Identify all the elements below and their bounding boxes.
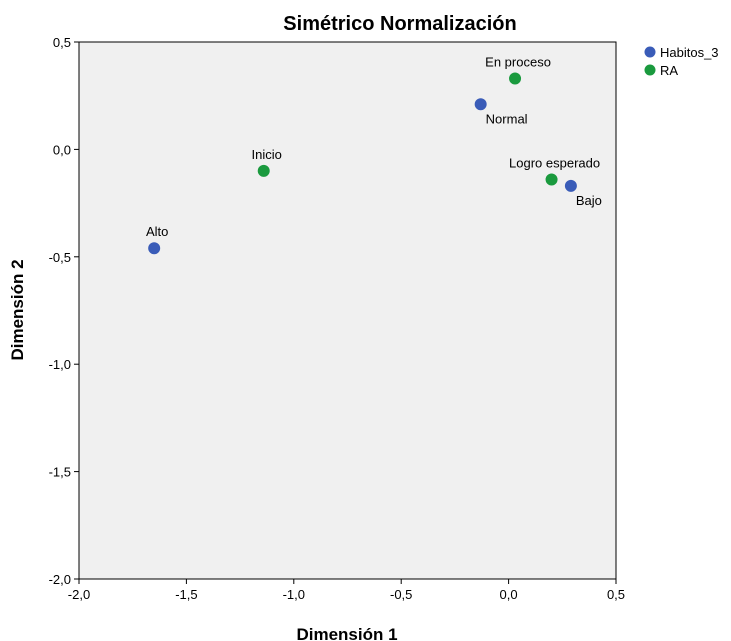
x-tick-label: 0,5 — [607, 587, 625, 602]
axis-ticks: -2,0 -1,5 -1,0 -0,5 0,0 0,5 0,5 0,0 -0,5 -1,0 -1,5… — [49, 35, 625, 602]
x-tick-label: -2,0 — [68, 587, 90, 602]
data-label: Inicio — [252, 147, 282, 162]
x-axis-title: Dimensión 1 — [296, 625, 397, 641]
y-tick-label: 0,0 — [53, 142, 71, 157]
y-tick-label: -1,0 — [49, 357, 71, 372]
data-label: Bajo — [576, 193, 602, 208]
x-tick-label: -0,5 — [390, 587, 412, 602]
data-label: Normal — [486, 111, 528, 126]
data-point — [509, 72, 522, 85]
data-point — [148, 242, 161, 255]
data-point — [474, 98, 487, 111]
chart-title: Simétrico Normalización — [283, 13, 516, 35]
x-tick-label: -1,0 — [283, 587, 305, 602]
data-point — [564, 179, 577, 192]
legend: Habitos_3 RA — [644, 45, 719, 78]
data-points: Alto Normal Bajo Inicio En proceso Logro espe… — [146, 55, 602, 255]
data-point — [257, 164, 270, 177]
x-tick-label: -1,5 — [175, 587, 197, 602]
legend-marker — [644, 64, 656, 76]
legend-label: RA — [660, 63, 678, 78]
y-axis-title: Dimensión 2 — [8, 259, 27, 360]
data-label: Logro esperado — [509, 155, 600, 170]
data-point — [545, 173, 558, 186]
x-tick-label: 0,0 — [500, 587, 518, 602]
data-label: Alto — [146, 224, 168, 239]
y-tick-label: -0,5 — [49, 250, 71, 265]
data-label: En proceso — [485, 55, 551, 70]
y-tick-label: 0,5 — [53, 35, 71, 50]
legend-marker — [644, 46, 656, 58]
y-tick-label: -2,0 — [49, 572, 71, 587]
plot-area — [78, 41, 617, 580]
y-tick-label: -1,5 — [49, 465, 71, 480]
legend-label: Habitos_3 — [660, 45, 719, 60]
